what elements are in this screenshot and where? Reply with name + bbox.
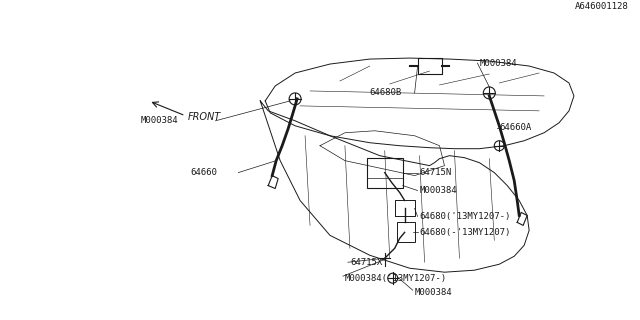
Text: 64680(-'13MY1207): 64680(-'13MY1207) xyxy=(420,228,511,237)
Text: 64715N: 64715N xyxy=(420,168,452,177)
Text: M000384: M000384 xyxy=(415,288,452,297)
Text: 64680('13MY1207-): 64680('13MY1207-) xyxy=(420,212,511,221)
Bar xyxy=(397,222,415,242)
Text: M000384: M000384 xyxy=(141,116,179,125)
Bar xyxy=(367,158,403,188)
Text: 64715X: 64715X xyxy=(350,258,382,267)
Text: M000384: M000384 xyxy=(479,59,517,68)
Text: 64660: 64660 xyxy=(191,168,218,177)
Text: 64680B: 64680B xyxy=(370,88,402,97)
Text: FRONT: FRONT xyxy=(188,112,221,122)
Text: M000384: M000384 xyxy=(420,186,457,195)
Text: A646001128: A646001128 xyxy=(575,2,628,11)
Text: 64660A: 64660A xyxy=(499,123,531,132)
Text: M000384('13MY1207-): M000384('13MY1207-) xyxy=(345,274,447,283)
